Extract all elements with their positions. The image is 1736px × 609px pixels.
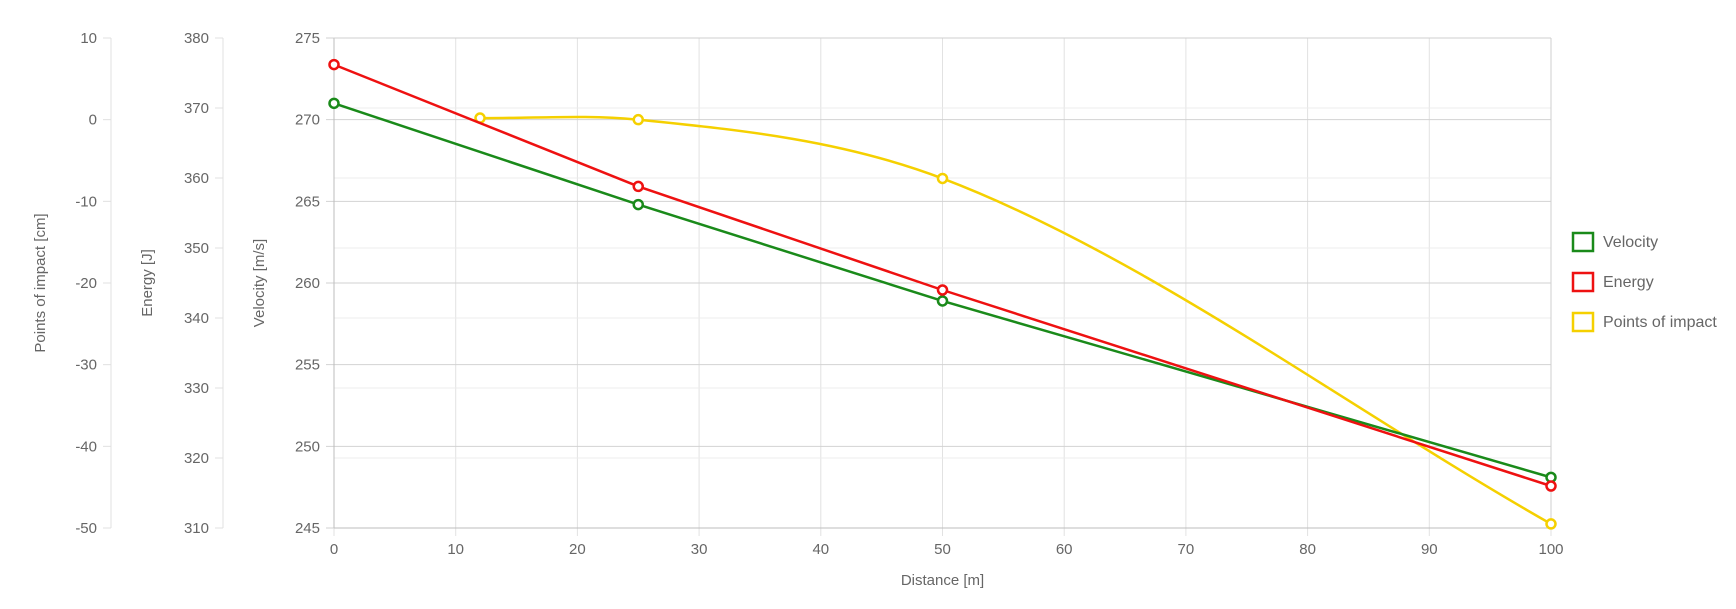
poi-tick-label: -50 <box>75 520 97 537</box>
energy-tick-label: 320 <box>184 450 209 467</box>
velocity-data-point <box>328 97 340 110</box>
poi-tick-label: -10 <box>75 193 97 210</box>
velocity-tick-label: 245 <box>295 520 320 537</box>
points-of-impact-data-point <box>632 113 644 126</box>
legend-label-energy: Energy <box>1603 274 1654 291</box>
velocity-axis-title: Velocity [m/s] <box>251 239 268 327</box>
velocity-tick-label: 275 <box>295 30 320 47</box>
energy-tick-label: 380 <box>184 30 209 47</box>
energy-axis-title: Energy [J] <box>139 249 156 317</box>
legend-swatch-points-of-impact <box>1571 311 1595 333</box>
energy-tick-label: 310 <box>184 520 209 537</box>
velocity-tick-label: 270 <box>295 112 320 129</box>
velocity-tick-label: 250 <box>295 438 320 455</box>
poi-tick-label: -20 <box>75 275 97 292</box>
x-tick-label: 20 <box>569 541 586 558</box>
x-tick-label: 90 <box>1421 541 1438 558</box>
energy-tick-label: 350 <box>184 240 209 257</box>
energy-data-point <box>1545 480 1557 492</box>
velocity-tick-label: 255 <box>295 357 320 374</box>
x-tick-label: 70 <box>1178 541 1195 558</box>
poi-tick-label: -30 <box>75 357 97 374</box>
poi-tick-label: 0 <box>89 112 97 129</box>
x-tick-label: 100 <box>1538 541 1563 558</box>
legend-label-points-of-impact: Points of impact <box>1603 314 1717 331</box>
energy-tick-label: 340 <box>184 310 209 327</box>
x-tick-label: 80 <box>1299 541 1316 558</box>
x-tick-label: 30 <box>691 541 708 558</box>
energy-data-point <box>936 284 949 296</box>
x-tick-label: 50 <box>934 541 951 558</box>
x-axis-title: Distance [m] <box>901 572 984 589</box>
poi-axis-title: Points of impact [cm] <box>32 213 49 352</box>
x-tick-label: 40 <box>812 541 829 558</box>
energy-data-point <box>632 180 644 193</box>
poi-tick-label: 10 <box>80 30 97 47</box>
velocity-data-point <box>632 198 644 211</box>
legend-swatch-energy <box>1571 271 1595 293</box>
velocity-tick-label: 260 <box>295 275 320 292</box>
points-of-impact-data-point <box>1545 518 1557 530</box>
legend-swatch-velocity <box>1571 231 1595 253</box>
energy-series-line <box>333 63 1552 488</box>
x-tick-label: 0 <box>330 541 338 558</box>
x-tick-label: 60 <box>1056 541 1073 558</box>
points-of-impact-data-point <box>936 172 949 185</box>
velocity-data-point <box>936 295 949 307</box>
velocity-tick-label: 265 <box>295 193 320 210</box>
points-of-impact-series-line <box>480 115 1552 526</box>
x-tick-label: 10 <box>447 541 464 558</box>
energy-tick-label: 370 <box>184 100 209 117</box>
energy-tick-label: 330 <box>184 380 209 397</box>
energy-tick-label: 360 <box>184 170 209 187</box>
legend-label-velocity: Velocity <box>1603 234 1658 251</box>
poi-tick-label: -40 <box>75 438 97 455</box>
energy-data-point <box>328 58 340 71</box>
